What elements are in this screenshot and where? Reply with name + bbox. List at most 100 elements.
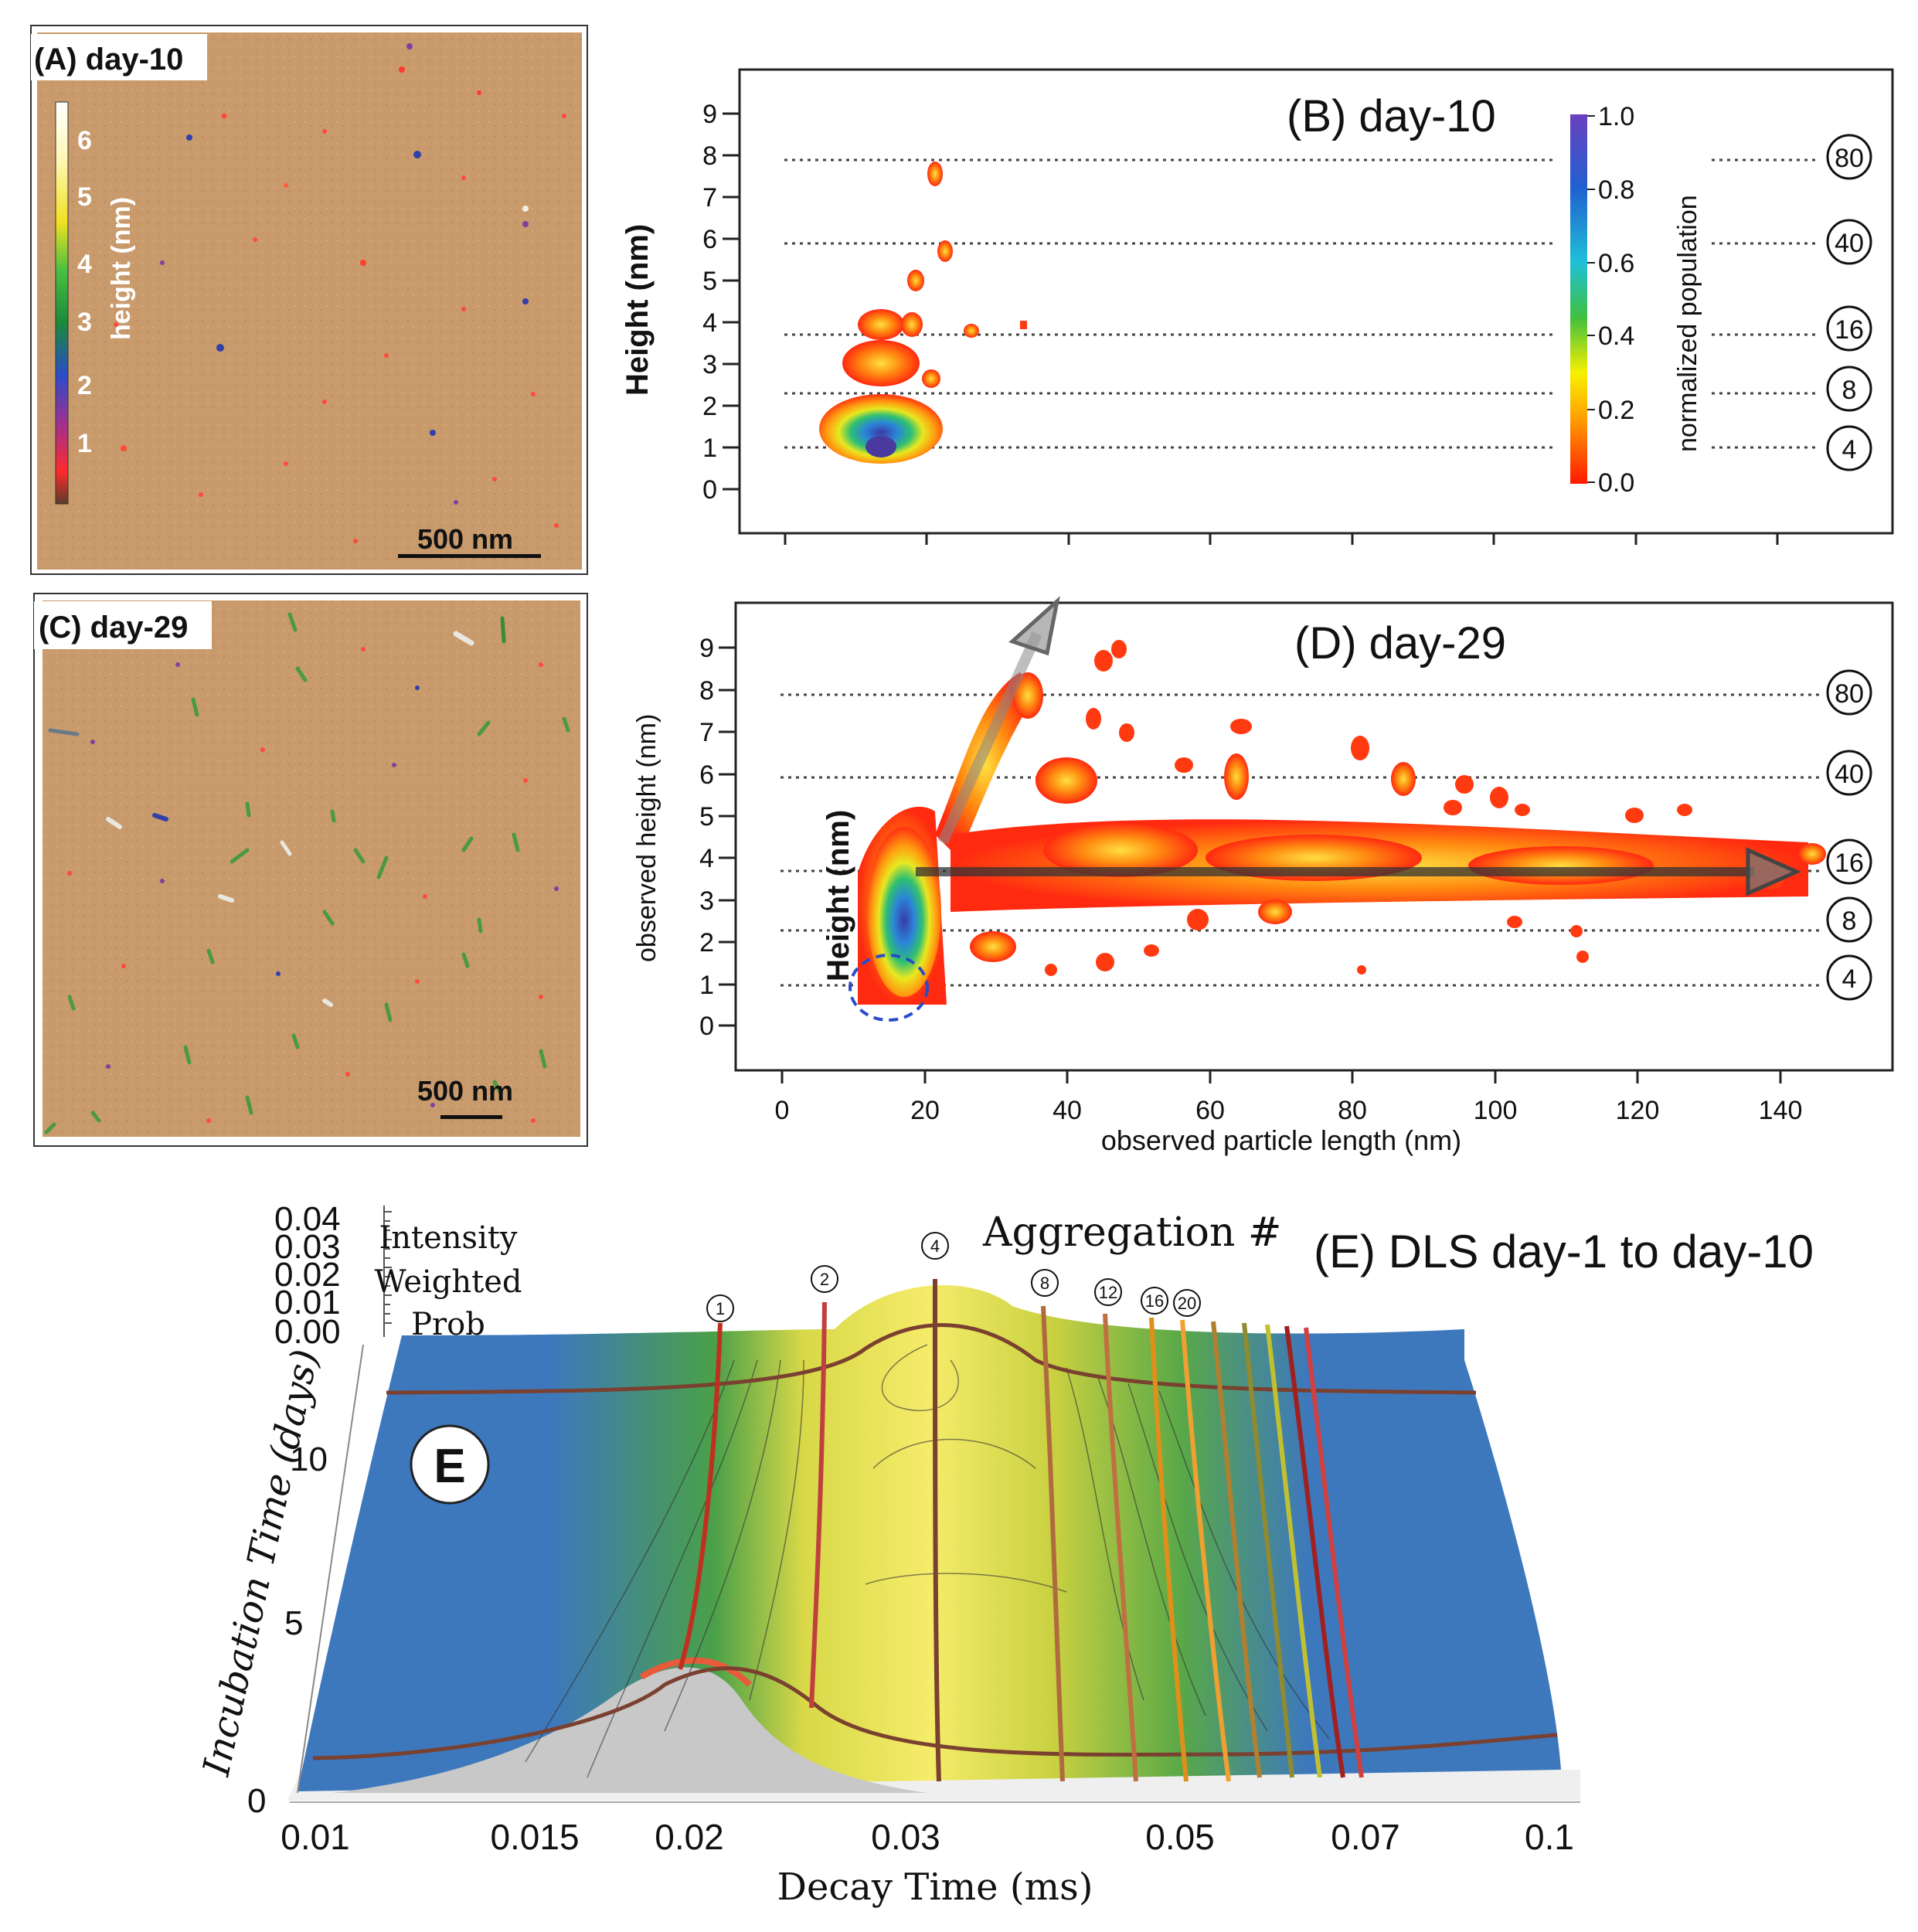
b-cbar-label-08: 0.8 — [1598, 175, 1634, 205]
panel-d-axis-ticks — [719, 646, 1782, 1083]
panel-c: (C) day-29 500 nm — [33, 593, 588, 1147]
e-xtick-0015: 0.015 — [490, 1817, 579, 1857]
b-ytick-9: 9 — [702, 100, 717, 129]
b-ytick-8: 8 — [702, 141, 717, 171]
e-dls-surface — [298, 1284, 1561, 1791]
e-agg-line-4 — [933, 1278, 941, 1782]
b-ytick-4: 4 — [702, 308, 717, 338]
e-aggregation-lines — [678, 1278, 1364, 1782]
e-agg-marker-12: 12 — [1099, 1283, 1117, 1302]
e-xtick-002: 0.02 — [655, 1817, 724, 1857]
b-ytick-3: 3 — [702, 350, 717, 379]
panel-c-label-bg — [34, 601, 212, 649]
e-agg-line-2 — [809, 1301, 827, 1709]
d-ytick-6: 6 — [699, 760, 714, 790]
panel-c-scalebar-label: 500 nm — [417, 1075, 513, 1107]
e-ylabel: Incubation Time (days) — [195, 1345, 328, 1780]
b-density-peak — [865, 436, 896, 457]
b-cbar-label-06: 0.6 — [1598, 249, 1634, 278]
e-xtick-01: 0.1 — [1525, 1817, 1574, 1857]
d-agg-40: 40 — [1835, 760, 1864, 789]
e-agg-line-8 — [1041, 1305, 1065, 1782]
d-ytick-3: 3 — [699, 886, 714, 916]
e-ztick-000: 0.00 — [274, 1313, 341, 1351]
d-ytick-7: 7 — [699, 718, 714, 747]
afm-particles-day10 — [114, 43, 566, 543]
b-ytick-1: 1 — [702, 434, 717, 463]
d-xtick-20: 20 — [910, 1096, 940, 1125]
e-zlabel-line3: Prob — [411, 1307, 485, 1342]
e-badge-label: E — [434, 1440, 465, 1493]
e-contour-lines — [525, 1344, 1330, 1778]
e-agg-marker-8: 8 — [1040, 1274, 1049, 1293]
e-xticks: 0.01 0.015 0.02 0.03 0.05 0.07 0.1 — [281, 1817, 1574, 1857]
panel-a-colorbar-title: height (nm) — [107, 197, 136, 340]
b-cbar-label-0: 0.0 — [1598, 468, 1634, 498]
cbar-a-tick-6: 6 — [77, 126, 92, 155]
panel-d-aggregate-markers: 80 40 16 8 4 — [1826, 669, 1872, 1001]
afm-fibrils-day29 — [44, 612, 570, 1134]
b-cbar-label-04: 0.4 — [1598, 321, 1634, 351]
e-grid-day1 — [312, 1666, 1558, 1760]
e-grid-lines — [312, 1323, 1558, 1760]
e-agg-marker-20: 20 — [1178, 1294, 1196, 1313]
cbar-a-tick-2: 2 — [77, 371, 92, 400]
b-density-upper — [842, 340, 920, 386]
b-agg-8: 8 — [1842, 376, 1857, 405]
panel-e: 1 2 4 8 12 16 20 0.04 0.03 — [195, 1200, 1814, 1909]
e-zlabel: Intensity Weighted Prob — [374, 1220, 522, 1342]
e-ytick-10: 10 — [290, 1440, 328, 1478]
panel-a-scalebar — [398, 554, 541, 558]
panel-b-colorbar-ticks — [1587, 115, 1595, 483]
d-ytick-5: 5 — [699, 802, 714, 832]
panel-a: (A) day-10 6 5 4 3 2 1 height (nm) 500 n… — [30, 25, 588, 575]
panel-d-xticks: 0 20 40 60 80 100 120 140 — [775, 1096, 1803, 1125]
panel-c-label: (C) day-29 — [39, 611, 188, 645]
b-ytick-0: 0 — [702, 475, 717, 505]
panel-b-title: (B) day-10 — [1287, 91, 1496, 141]
e-xtick-007: 0.07 — [1331, 1817, 1400, 1857]
e-agg-marker-1: 1 — [716, 1299, 725, 1318]
afm-dots-day29 — [67, 639, 559, 1123]
e-yticks: 10 5 0 — [247, 1440, 328, 1820]
b-density-outlier-high — [927, 162, 943, 186]
panel-b-axis-ticks — [723, 112, 1779, 545]
panel-a-colorbar — [55, 101, 69, 505]
cbar-a-tick-5: 5 — [77, 182, 92, 212]
e-agg-marker-4: 4 — [930, 1236, 940, 1256]
panel-b: 0 1 2 3 4 5 6 7 8 9 Height (nm) — [621, 68, 1894, 545]
e-z-axis — [383, 1206, 392, 1337]
e-zticks: 0.04 0.03 0.02 0.01 0.00 — [274, 1200, 341, 1351]
d-xtick-60: 60 — [1195, 1096, 1225, 1125]
e-ytick-5: 5 — [284, 1604, 303, 1642]
e-agg-line-20 — [1180, 1319, 1231, 1782]
b-agg-4: 4 — [1842, 435, 1857, 464]
d-horizontal-arrowhead — [1746, 847, 1802, 896]
e-agg-marker-2: 2 — [820, 1270, 829, 1289]
panel-d-growth-arrows — [848, 596, 1802, 1022]
panel-d-ylabel: observed height (nm) — [632, 714, 661, 962]
e-badge — [410, 1424, 490, 1505]
cbar-a-tick-4: 4 — [77, 250, 92, 279]
e-agg-line-1 — [678, 1322, 723, 1670]
d-ytick-1: 1 — [699, 971, 714, 1000]
panel-a-label-bg — [31, 34, 207, 80]
afm-image-day10 — [37, 32, 582, 570]
panel-b-density-blobs — [819, 162, 1027, 464]
d-vertical-arrowhead — [1008, 596, 1060, 656]
panel-b-colorbar — [1570, 114, 1587, 484]
panel-d: 0 1 2 3 4 5 6 7 8 9 0 20 40 60 80 100 12… — [632, 596, 1894, 1156]
b-density-main — [819, 394, 943, 464]
d-vertical-growth-arrow — [937, 631, 1042, 845]
d-agg-4: 4 — [1842, 964, 1857, 994]
e-ztick-003: 0.03 — [274, 1228, 341, 1266]
b-ytick-2: 2 — [702, 392, 717, 421]
b-cbar-label-02: 0.2 — [1598, 396, 1634, 425]
b-cbar-label-1: 1.0 — [1598, 102, 1634, 131]
panel-c-scalebar — [440, 1115, 502, 1119]
panel-a-scalebar-label: 500 nm — [417, 523, 513, 555]
d-xtick-0: 0 — [775, 1096, 790, 1125]
e-title: (E) DLS day-1 to day-10 — [1314, 1226, 1814, 1277]
d-density-main — [867, 827, 941, 997]
e-front-hill — [332, 1667, 927, 1793]
